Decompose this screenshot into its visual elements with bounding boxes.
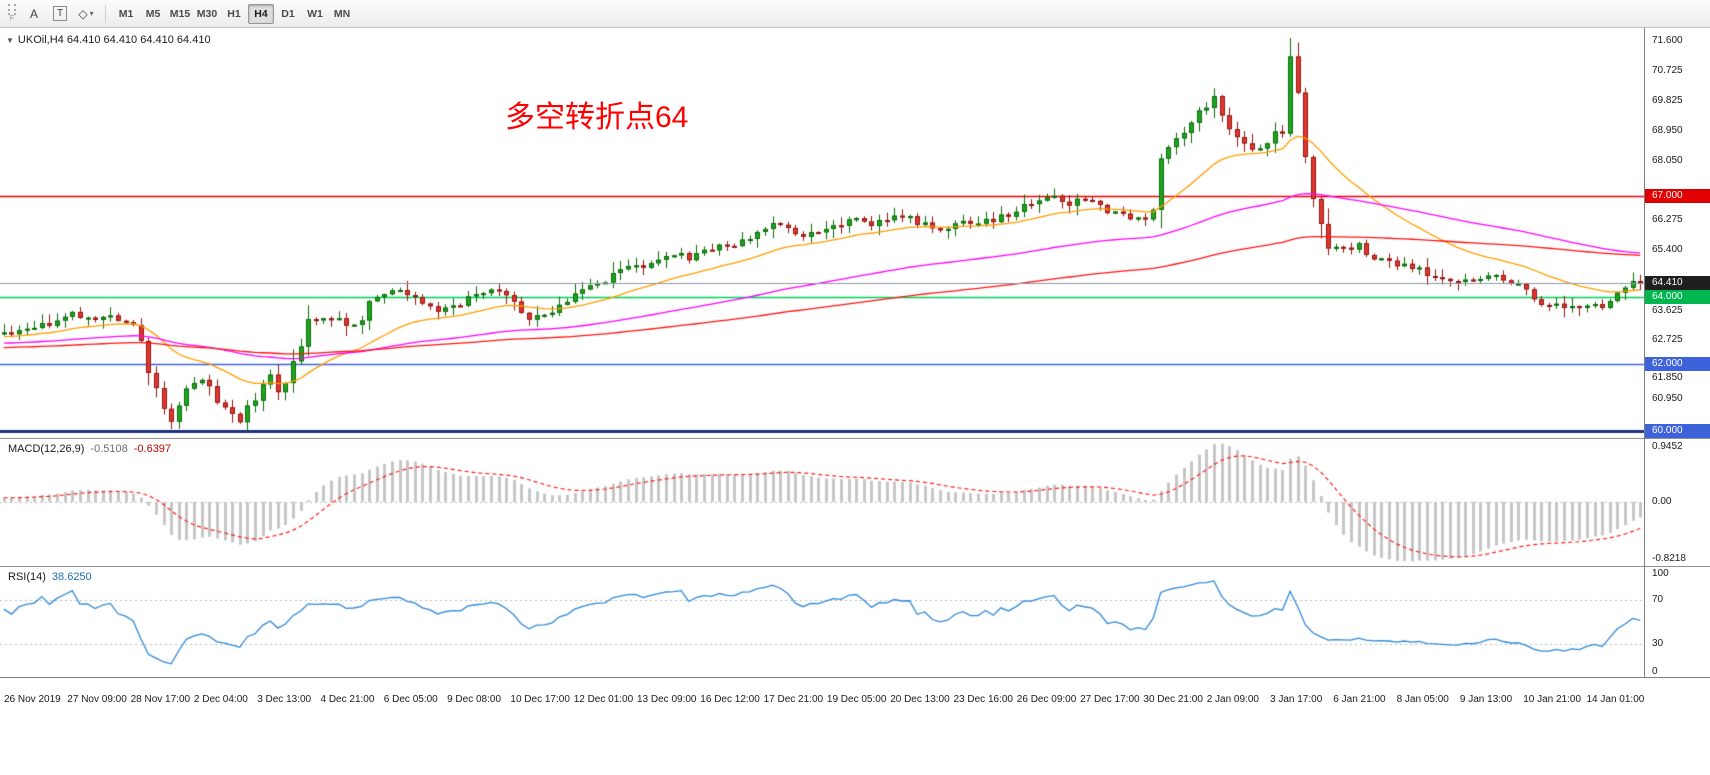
time-label-16: 26 Dec 09:00 (1016, 694, 1077, 705)
timeframe-button-m30[interactable]: M30 (196, 7, 218, 20)
rsi-axis-label-0: 0 (1652, 666, 1658, 677)
timeframe-button-m5[interactable]: M5 (145, 7, 161, 20)
rsi-axis-label-70: 70 (1652, 594, 1664, 605)
time-label-14: 20 Dec 13:00 (890, 694, 950, 705)
toolbar: F A T ◇ ▾ M1 M5 M15 M30 H1 H4 D1 W1 MN (0, 0, 1710, 28)
time-label-22: 8 Jan 05:00 (1396, 694, 1449, 705)
price-tag-60.000: 60.000 (1645, 424, 1710, 439)
time-label-0: 26 Nov 2019 (4, 694, 61, 705)
timeframe-group: M1 M5 M15 M30 H1 H4 D1 W1 MN (113, 3, 355, 24)
time-label-15: 23 Dec 16:00 (953, 694, 1014, 705)
toolbar-grip-handle[interactable]: F (4, 2, 20, 26)
price-tag-62.000: 62.000 (1645, 357, 1710, 372)
rsi-value: 38.6250 (51, 571, 92, 583)
time-label-13: 19 Dec 05:00 (826, 694, 887, 705)
time-label-20: 3 Jan 17:00 (1270, 694, 1323, 705)
time-label-4: 3 Dec 13:00 (257, 694, 312, 705)
macd-label: MACD(12,26,9) -0.5108 -0.6397 (8, 443, 172, 455)
timeframe-button-d1[interactable]: D1 (281, 7, 295, 20)
shapes-icon: ◇ (78, 6, 88, 21)
timeframe-button-h4[interactable]: H4 (248, 3, 274, 24)
macd-axis-label: 0.9452 (1652, 441, 1683, 452)
symbol-label: ▼ UKOil,H4 64.410 64.410 64.410 64.410 (6, 34, 211, 46)
time-label-24: 10 Jan 21:00 (1523, 694, 1582, 705)
price-tick-62.725: 62.725 (1652, 333, 1683, 345)
time-label-12: 17 Dec 21:00 (763, 694, 824, 705)
timeframe-button-h1[interactable]: H1 (227, 7, 241, 20)
time-label-18: 30 Dec 21:00 (1143, 694, 1203, 705)
price-tag-67.000: 67.000 (1645, 189, 1710, 204)
price-tick-70.725: 70.725 (1652, 64, 1683, 76)
collapse-triangle-icon: ▼ (6, 36, 14, 45)
price-tick-61.850: 61.850 (1652, 372, 1683, 384)
rsi-axis-label-30: 30 (1652, 638, 1664, 649)
grip-dots-icon (8, 4, 16, 15)
time-label-3: 2 Dec 04:00 (193, 694, 248, 705)
time-label-25: 14 Jan 01:00 (1586, 694, 1645, 705)
time-label-11: 16 Dec 12:00 (700, 694, 760, 705)
price-tick-60.950: 60.950 (1652, 393, 1683, 405)
time-label-10: 13 Dec 09:00 (637, 694, 697, 705)
price-tick-65.400: 65.400 (1652, 243, 1683, 255)
macd-value-signal: -0.6397 (133, 443, 172, 455)
main-price-chart[interactable] (0, 28, 1644, 438)
time-label-1: 27 Nov 09:00 (67, 694, 127, 705)
macd-indicator-panel[interactable] (0, 439, 1644, 566)
time-label-2: 28 Nov 17:00 (130, 694, 191, 705)
text-tool-icon: T (52, 6, 68, 21)
macd-axis-label: 0.00 (1652, 495, 1672, 507)
panel-separator[interactable] (0, 566, 1710, 567)
chart-annotation-text[interactable]: 多空转折点64 (505, 101, 689, 134)
timeframe-button-m1[interactable]: M1 (118, 7, 134, 20)
timeframe-button-m15[interactable]: M15 (169, 7, 191, 20)
price-tick-68.050: 68.050 (1652, 154, 1683, 166)
price-tick-71.600: 71.600 (1652, 35, 1683, 47)
arrow-tool-button[interactable]: A (22, 3, 46, 25)
time-label-17: 27 Dec 17:00 (1080, 694, 1140, 705)
time-label-7: 9 Dec 08:00 (447, 694, 502, 705)
shapes-tool-button[interactable]: ◇ ▾ (74, 3, 98, 25)
rsi-indicator-panel[interactable] (0, 567, 1644, 677)
rsi-axis-label-100: 100 (1652, 568, 1669, 579)
price-tick-68.950: 68.950 (1652, 124, 1683, 136)
rsi-label: RSI(14) 38.6250 (8, 571, 92, 583)
macd-value-main: -0.5108 (90, 443, 128, 455)
timeframe-button-mn[interactable]: MN (333, 7, 351, 20)
time-label-9: 12 Dec 01:00 (573, 694, 634, 705)
timeframe-button-w1[interactable]: W1 (307, 7, 323, 20)
price-tag-64.000: 64.000 (1645, 289, 1710, 304)
time-label-19: 2 Jan 09:00 (1206, 694, 1259, 705)
text-tool-button[interactable]: T (48, 3, 72, 25)
time-label-6: 6 Dec 05:00 (383, 694, 438, 705)
price-tick-66.275: 66.275 (1652, 214, 1683, 226)
macd-axis-label: -0.8218 (1652, 553, 1686, 564)
arrow-tool-icon: A (29, 6, 38, 21)
current-price-tag: 64.410 (1645, 276, 1710, 291)
toolbar-separator (105, 4, 106, 23)
time-label-21: 6 Jan 21:00 (1333, 694, 1386, 705)
toolbar-grip-label: F (9, 15, 15, 22)
price-scale[interactable]: 67.000 64.000 62.000 60.000 64.410 71.600 70.7… (1644, 28, 1710, 678)
time-label-5: 4 Dec 21:00 (320, 694, 375, 705)
dropdown-caret-icon: ▾ (89, 9, 94, 18)
time-axis[interactable]: 26 Nov 2019 27 Nov 09:00 28 Nov 17:00 2 Dec… (0, 677, 1710, 775)
panel-separator[interactable] (0, 438, 1710, 439)
price-tick-63.625: 63.625 (1652, 304, 1683, 316)
time-label-23: 9 Jan 13:00 (1459, 694, 1513, 705)
time-label-8: 10 Dec 17:00 (510, 694, 570, 705)
price-tick-69.825: 69.825 (1652, 95, 1683, 107)
